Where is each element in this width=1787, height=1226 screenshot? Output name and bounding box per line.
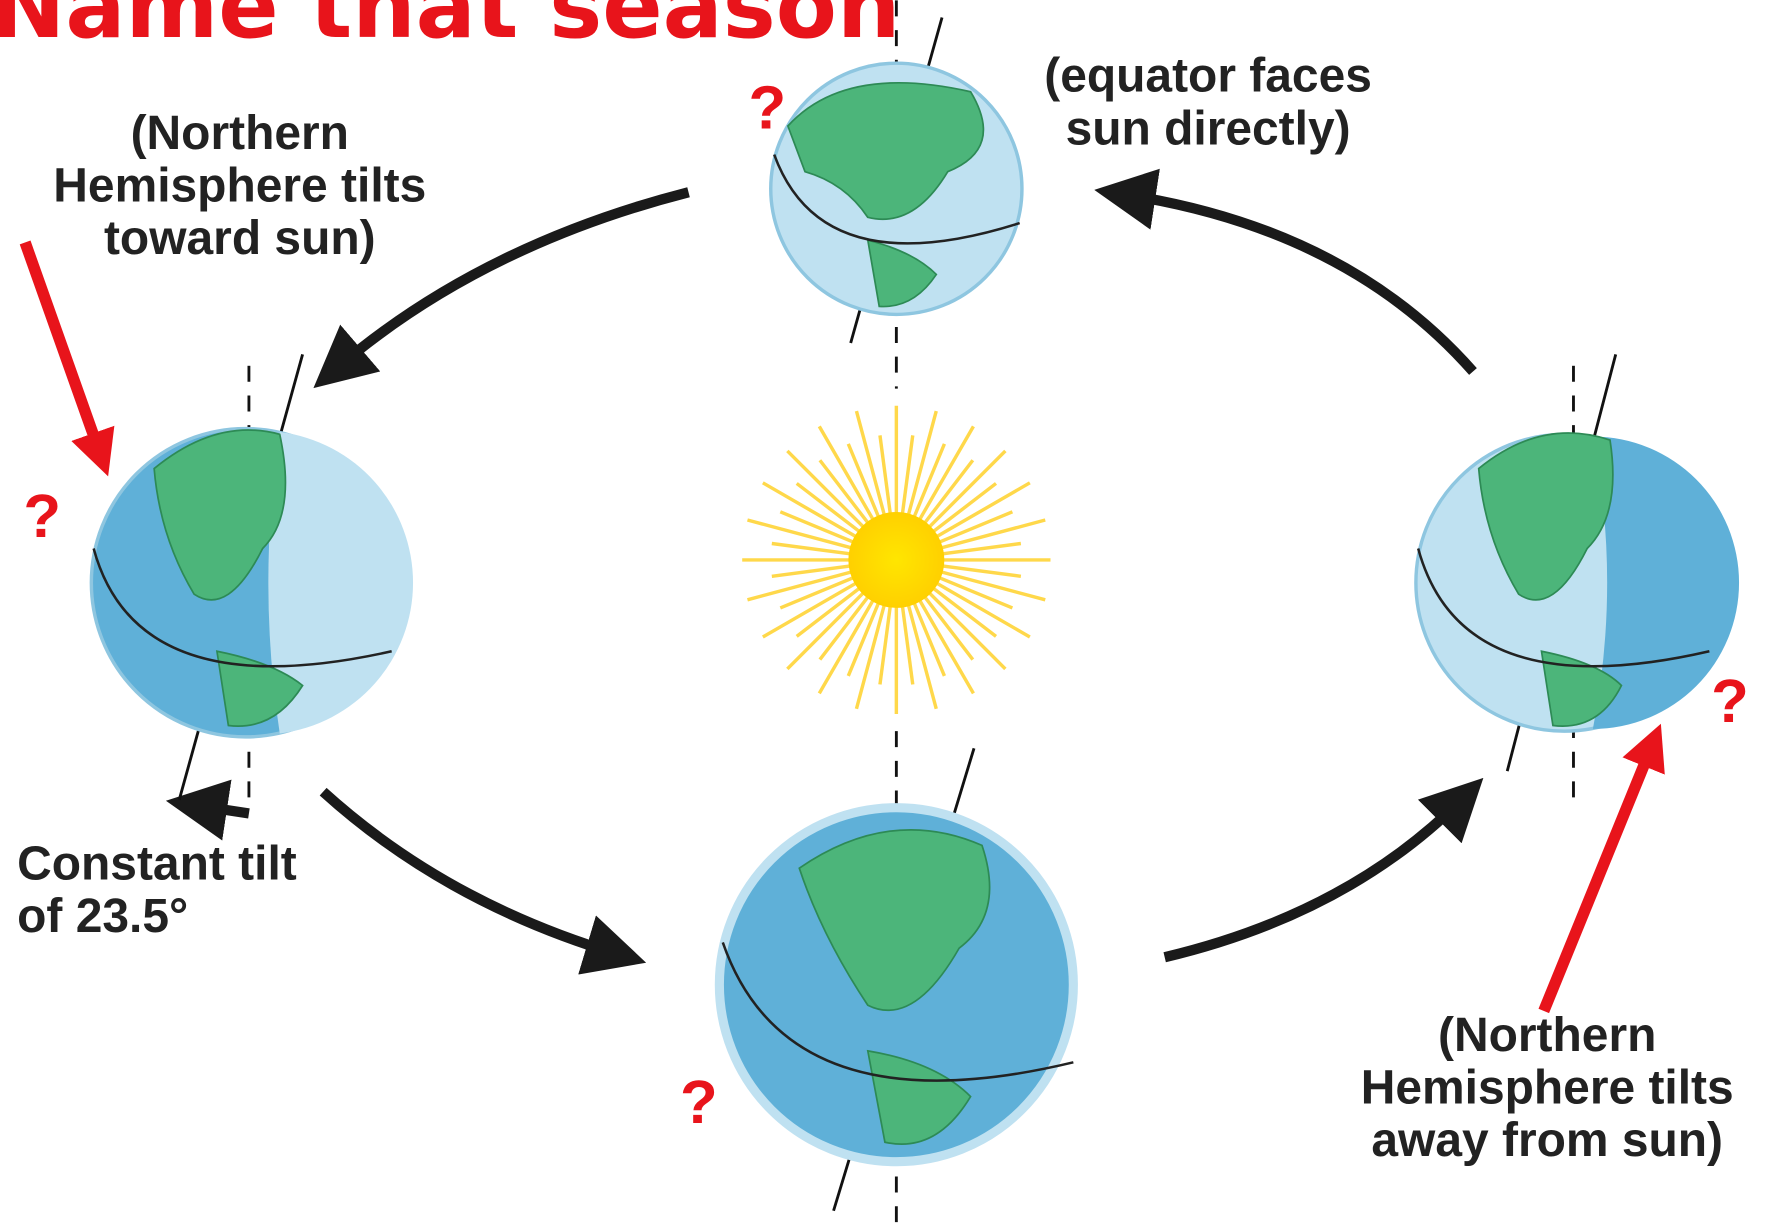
label-line: Hemisphere tilts <box>53 159 426 212</box>
label-line: (Northern <box>1438 1009 1656 1062</box>
label-line: away from sun) <box>1371 1114 1723 1167</box>
sun-core <box>848 512 944 608</box>
orbit-arrow <box>323 792 616 954</box>
orbit-arrow <box>1165 800 1462 958</box>
label-line: sun directly) <box>1066 102 1351 155</box>
pointer-arrow <box>1544 745 1652 1011</box>
orbit-arrow <box>1125 195 1473 372</box>
label-line: Hemisphere tilts <box>1361 1061 1734 1114</box>
label-line: (equator faces <box>1044 50 1372 103</box>
diagram: Name that season <box>0 0 1787 1226</box>
pointer-arrow <box>25 242 100 454</box>
question-mark: ? <box>680 1068 718 1137</box>
question-mark: ? <box>23 482 61 551</box>
globe-left <box>91 354 413 811</box>
label-line: toward sun) <box>104 212 376 265</box>
question-mark: ? <box>1711 667 1749 736</box>
label-line: Constant tilt <box>17 838 297 891</box>
tilt-arrow <box>196 805 249 813</box>
globe-bottom <box>719 731 1073 1225</box>
question-mark: ? <box>748 73 786 142</box>
title: Name that season <box>0 0 900 59</box>
sun <box>742 406 1050 714</box>
orbit-arrow <box>337 192 689 368</box>
label-line: of 23.5° <box>17 890 188 943</box>
label-line: (Northern <box>131 107 349 160</box>
globe-right <box>1416 354 1739 811</box>
